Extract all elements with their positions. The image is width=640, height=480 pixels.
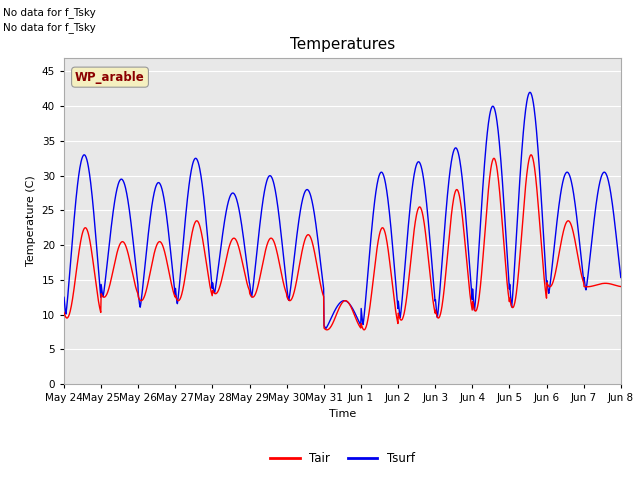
Text: No data for f_Tsky: No data for f_Tsky bbox=[3, 22, 96, 33]
Y-axis label: Temperature (C): Temperature (C) bbox=[26, 175, 36, 266]
Legend: Tair, Tsurf: Tair, Tsurf bbox=[266, 447, 419, 469]
Text: WP_arable: WP_arable bbox=[75, 71, 145, 84]
Text: No data for f_Tsky: No data for f_Tsky bbox=[3, 7, 96, 18]
X-axis label: Time: Time bbox=[329, 408, 356, 419]
Title: Temperatures: Temperatures bbox=[290, 37, 395, 52]
